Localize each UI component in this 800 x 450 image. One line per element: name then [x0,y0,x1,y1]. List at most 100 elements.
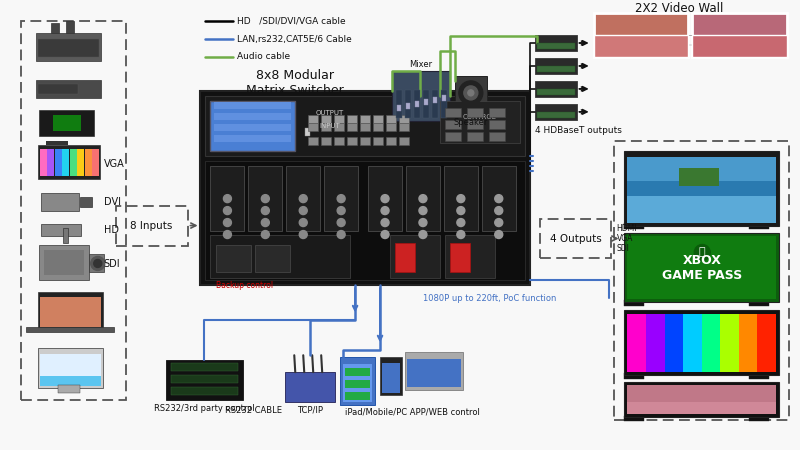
Bar [702,315,721,372]
Bar [399,137,409,145]
Bar [345,380,370,388]
Bar [347,115,357,123]
Text: SDI: SDI [104,260,120,270]
Bar [625,233,779,302]
Text: 2X2 Video Wall: 2X2 Video Wall [635,2,723,14]
Bar [395,243,415,272]
Bar [345,392,370,400]
Bar [665,315,683,372]
Bar [594,35,688,57]
Bar [170,363,238,371]
Bar [627,402,776,414]
Bar [627,157,776,223]
Bar [343,364,372,402]
Bar [627,235,776,299]
Bar [26,327,114,332]
Bar [89,255,104,272]
Text: 8x8 Modular: 8x8 Modular [256,69,334,82]
Bar [683,315,702,372]
Bar [324,166,358,230]
Circle shape [223,195,231,202]
Bar [306,128,310,136]
Bar [248,166,282,230]
Bar [489,108,505,117]
Bar [214,113,291,120]
Bar [537,66,574,72]
Bar [396,90,402,118]
Bar [334,137,344,145]
Circle shape [694,244,710,261]
Bar [679,168,719,186]
Bar [405,90,411,118]
Bar [406,166,440,230]
Text: Matrix Switcher: Matrix Switcher [246,85,344,97]
Circle shape [457,230,465,238]
Bar [392,71,450,121]
Circle shape [337,219,345,226]
Bar [334,115,344,123]
Circle shape [299,207,307,215]
Circle shape [262,219,270,226]
Bar [334,123,344,131]
Bar [38,145,100,179]
Bar [368,166,402,230]
Bar [373,115,383,123]
Text: Backup control: Backup control [216,281,273,290]
Bar [399,123,409,131]
Text: INPUT: INPUT [320,123,341,129]
Bar [445,108,461,117]
Bar [489,120,505,129]
Text: 1080P up to 220ft, PoC function: 1080P up to 220ft, PoC function [423,294,557,303]
Circle shape [494,207,502,215]
Circle shape [94,260,102,267]
Text: TCP/IP: TCP/IP [298,405,323,414]
Bar [210,234,350,279]
Bar [537,43,574,49]
Text: CONTROL: CONTROL [463,114,497,120]
Circle shape [381,207,389,215]
Circle shape [494,219,502,226]
Bar [467,120,482,129]
Bar [373,137,383,145]
Bar [382,363,400,393]
Bar [40,354,101,386]
Bar [627,385,776,414]
Bar [594,13,688,57]
Circle shape [223,230,231,238]
Circle shape [299,195,307,202]
Circle shape [223,207,231,215]
Bar [625,151,779,225]
Bar [432,90,438,118]
Bar [217,244,251,272]
Bar [738,315,758,372]
Bar [347,137,357,145]
Bar [444,166,478,230]
Bar [116,206,187,246]
Bar [399,115,409,123]
Bar [441,90,447,118]
Text: HD   /SDI/DVI/VGA cable: HD /SDI/DVI/VGA cable [238,17,346,26]
Bar [41,193,78,211]
Text: 4 Outputs: 4 Outputs [550,234,602,243]
Circle shape [337,195,345,202]
Text: XBOX
GAME PASS: XBOX GAME PASS [662,254,742,283]
Bar [345,368,370,376]
Bar [210,101,295,151]
Bar [692,13,787,57]
Bar [51,23,59,33]
Bar [308,137,318,145]
Bar [78,149,84,176]
Text: Audio cable: Audio cable [238,53,290,62]
Bar [646,315,665,372]
Bar [47,149,54,176]
Bar [321,115,331,123]
Circle shape [457,219,465,226]
Bar [445,132,461,141]
Bar [380,357,402,395]
Circle shape [381,195,389,202]
Bar [749,416,769,421]
Bar [625,373,644,379]
Bar [58,385,80,393]
Bar [41,224,81,235]
Bar [537,112,574,118]
